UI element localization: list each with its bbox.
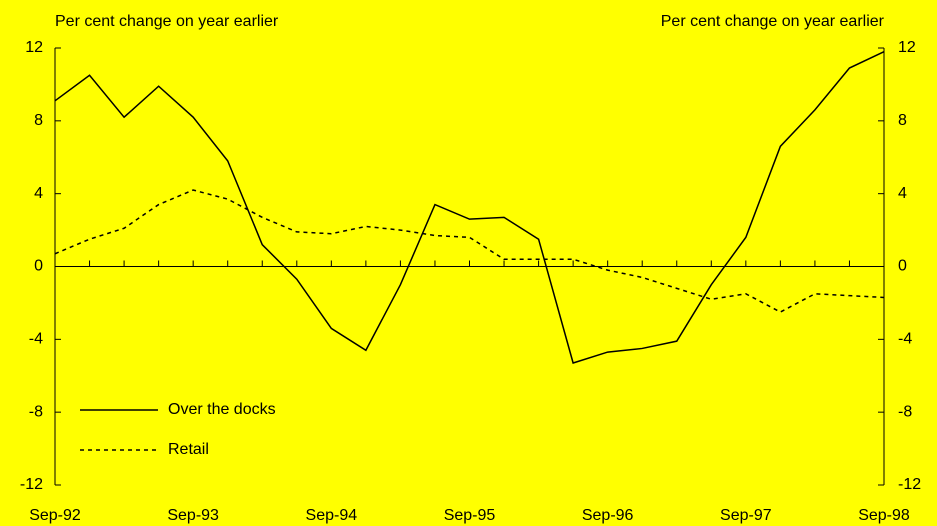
- series-line: [54, 189, 885, 313]
- x-tick-label: Sep-95: [444, 507, 496, 524]
- x-tick-label: Sep-92: [29, 507, 81, 524]
- x-tick-label: Sep-97: [720, 507, 772, 524]
- x-tick-label: Sep-96: [582, 507, 634, 524]
- y-tick-label: 0: [34, 258, 43, 275]
- y-tick-label: 4: [34, 185, 43, 202]
- y2-axis-label: Per cent change on year earlier: [661, 13, 885, 30]
- x-tick-label: Sep-93: [167, 507, 219, 524]
- x-tick-label: Sep-98: [858, 507, 910, 524]
- y-tick-label: -8: [29, 403, 43, 420]
- y-tick-label: 8: [34, 112, 43, 129]
- y2-tick-label: -8: [898, 403, 912, 420]
- y2-tick-label: 4: [898, 185, 907, 202]
- y2-tick-label: 12: [898, 39, 916, 56]
- y-tick-label: -12: [20, 476, 43, 493]
- y2-tick-label: -12: [898, 476, 921, 493]
- legend-label: Over the docks: [168, 401, 276, 418]
- y-tick-label: -4: [29, 331, 43, 348]
- y2-tick-label: 8: [898, 112, 907, 129]
- legend-label: Retail: [168, 441, 209, 458]
- y2-tick-label: 0: [898, 258, 907, 275]
- y-tick-label: 12: [25, 39, 43, 56]
- y-axis-label: Per cent change on year earlier: [55, 13, 279, 30]
- series-line: [54, 50, 885, 364]
- x-tick-label: Sep-94: [306, 507, 358, 524]
- y2-tick-label: -4: [898, 331, 912, 348]
